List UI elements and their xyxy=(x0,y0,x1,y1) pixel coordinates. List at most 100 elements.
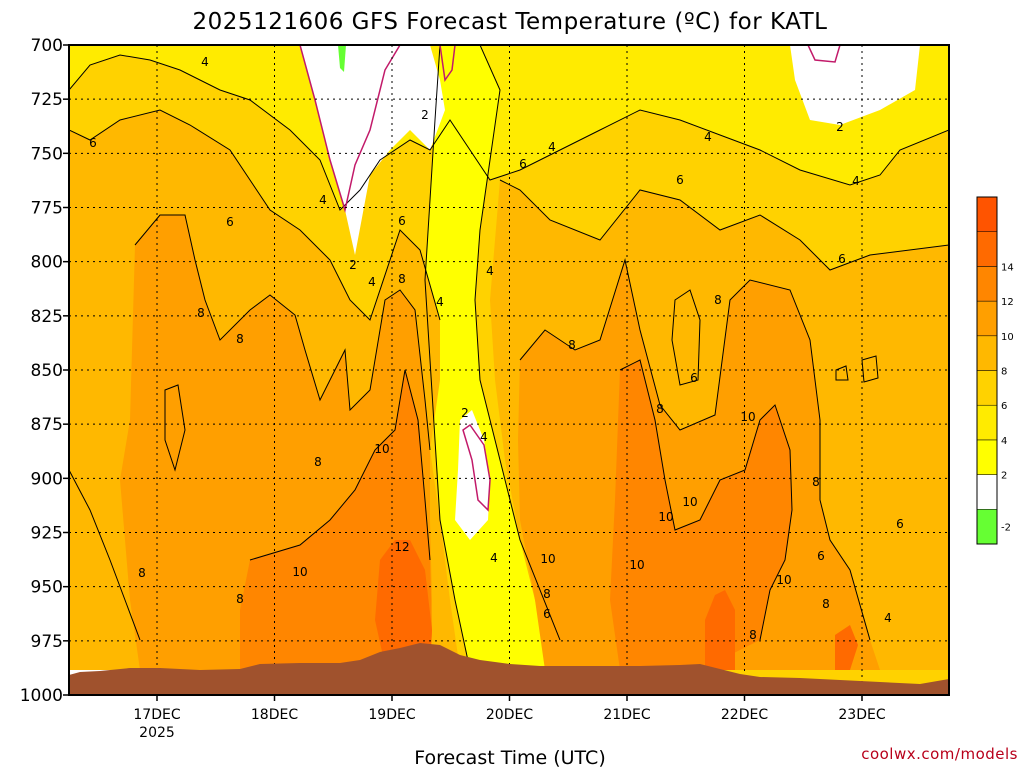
contour-label: 2 xyxy=(421,108,429,122)
y-tick-label: 875 xyxy=(31,415,63,435)
y-axis: 700 725 750 775 800 825 850 875 900 925 950 975 1000 xyxy=(20,36,69,706)
y-tick-label: 1000 xyxy=(20,686,63,706)
contour-label: 4 xyxy=(486,264,494,278)
contour-label: 2 xyxy=(349,258,357,272)
contour-label: 6 xyxy=(896,517,904,531)
colorbar-swatch xyxy=(976,404,998,441)
y-tick-label: 725 xyxy=(31,90,63,110)
contour-label: 4 xyxy=(852,174,860,188)
contour-label: 4 xyxy=(548,140,556,154)
y-tick-label: 850 xyxy=(31,361,63,381)
contour-label: 4 xyxy=(704,130,712,144)
contour-label: 4 xyxy=(368,275,376,289)
y-tick-label: 775 xyxy=(31,199,63,219)
x-tick-sublabel: 2025 xyxy=(139,725,175,741)
contour-label: 8 xyxy=(568,338,576,352)
colorbar: 2 4 6 8 10 12 14 -2 xyxy=(976,196,1014,545)
chart-title: 2025121606 GFS Forecast Temperature (ºC)… xyxy=(193,9,828,35)
colorbar-swatch xyxy=(976,439,998,475)
y-tick-label: 925 xyxy=(31,524,63,544)
contour-label: 6 xyxy=(226,215,234,229)
contour-label: 8 xyxy=(812,475,820,489)
contour-label: 10 xyxy=(776,573,791,587)
contour-label: 6 xyxy=(690,371,698,385)
colorbar-swatch xyxy=(976,509,998,545)
band-below-0-top xyxy=(300,45,445,255)
x-axis: 17DEC 2025 18DEC 19DEC 20DEC 21DEC 22DEC 23DEC xyxy=(133,695,886,741)
band-12-14-right2 xyxy=(835,625,858,670)
contour-label: 2 xyxy=(836,120,844,134)
contour-label: 8 xyxy=(314,455,322,469)
y-tick-label: 800 xyxy=(31,253,63,273)
band-12-14-right xyxy=(705,590,735,670)
contour-label: 8 xyxy=(714,293,722,307)
colorbar-swatch xyxy=(976,300,998,337)
contour-label: 8 xyxy=(236,332,244,346)
colorbar-tick-label: 10 xyxy=(1001,332,1014,343)
colorbar-tick-label: 14 xyxy=(1001,262,1014,273)
contour-label: 4 xyxy=(319,193,327,207)
x-axis-label: Forecast Time (UTC) xyxy=(414,747,605,768)
band-8-10-right xyxy=(518,260,880,670)
contour-label: 8 xyxy=(543,587,551,601)
y-tick-label: 825 xyxy=(31,307,63,327)
contour-lines xyxy=(69,45,949,671)
colorbar-tick-label: 12 xyxy=(1001,297,1014,308)
contour-label: 4 xyxy=(490,551,498,565)
y-tick-label: 900 xyxy=(31,469,63,489)
colorbar-swatch xyxy=(976,370,998,406)
x-tick-label: 22DEC xyxy=(721,707,768,723)
y-tick-label: 950 xyxy=(31,578,63,598)
credit-link[interactable]: coolwx.com/models xyxy=(861,745,1018,763)
contour-label: 10 xyxy=(374,442,389,456)
contour-label: 6 xyxy=(543,607,551,621)
contour-label: 6 xyxy=(838,252,846,266)
grid xyxy=(69,45,949,695)
contour-label: 6 xyxy=(676,173,684,187)
contour-label: 2 xyxy=(461,406,469,420)
contour-label: 10 xyxy=(292,565,307,579)
contour-label: 8 xyxy=(398,272,406,286)
contour-label: 6 xyxy=(398,214,406,228)
y-tick-label: 700 xyxy=(31,36,63,56)
contour-label: 8 xyxy=(749,628,757,642)
colorbar-tick-label: 8 xyxy=(1001,367,1007,378)
contour-label: 8 xyxy=(656,402,664,416)
band-2-4-top xyxy=(69,45,949,210)
contour-label: 6 xyxy=(817,549,825,563)
colorbar-swatch xyxy=(976,196,998,232)
contour-label: 6 xyxy=(519,157,527,171)
contour-label: 10 xyxy=(658,510,673,524)
y-tick-label: 975 xyxy=(31,632,63,652)
colorbar-swatch xyxy=(976,266,998,302)
contour-label: 6 xyxy=(89,136,97,150)
x-tick-label: 19DEC xyxy=(368,707,415,723)
contour-label: 4 xyxy=(436,295,444,309)
contour-label: 10 xyxy=(682,495,697,509)
band-below-0-top-right xyxy=(790,45,920,125)
x-tick-label: 23DEC xyxy=(838,707,885,723)
contour-label: 4 xyxy=(201,55,209,69)
contour-label: 12 xyxy=(394,540,409,554)
colorbar-swatch xyxy=(976,335,998,371)
colorbar-tick-label: 6 xyxy=(1001,401,1007,412)
colorbar-frame xyxy=(976,196,998,545)
contour-label: 10 xyxy=(540,552,555,566)
colorbar-swatch xyxy=(976,474,998,510)
x-tick-label: 20DEC xyxy=(486,707,533,723)
contour-label: 4 xyxy=(480,430,488,444)
x-tick-label: 18DEC xyxy=(251,707,298,723)
colorbar-swatch xyxy=(976,231,998,267)
contour-label: 10 xyxy=(740,410,755,424)
contour-label: 8 xyxy=(138,566,146,580)
x-tick-label: 17DEC xyxy=(133,707,180,723)
contour-label: 10 xyxy=(629,558,644,572)
freezing-contour xyxy=(299,45,841,512)
contour-label: 8 xyxy=(822,597,830,611)
x-tick-label: 21DEC xyxy=(603,707,650,723)
y-tick-label: 750 xyxy=(31,144,63,164)
contour-label: 8 xyxy=(236,592,244,606)
